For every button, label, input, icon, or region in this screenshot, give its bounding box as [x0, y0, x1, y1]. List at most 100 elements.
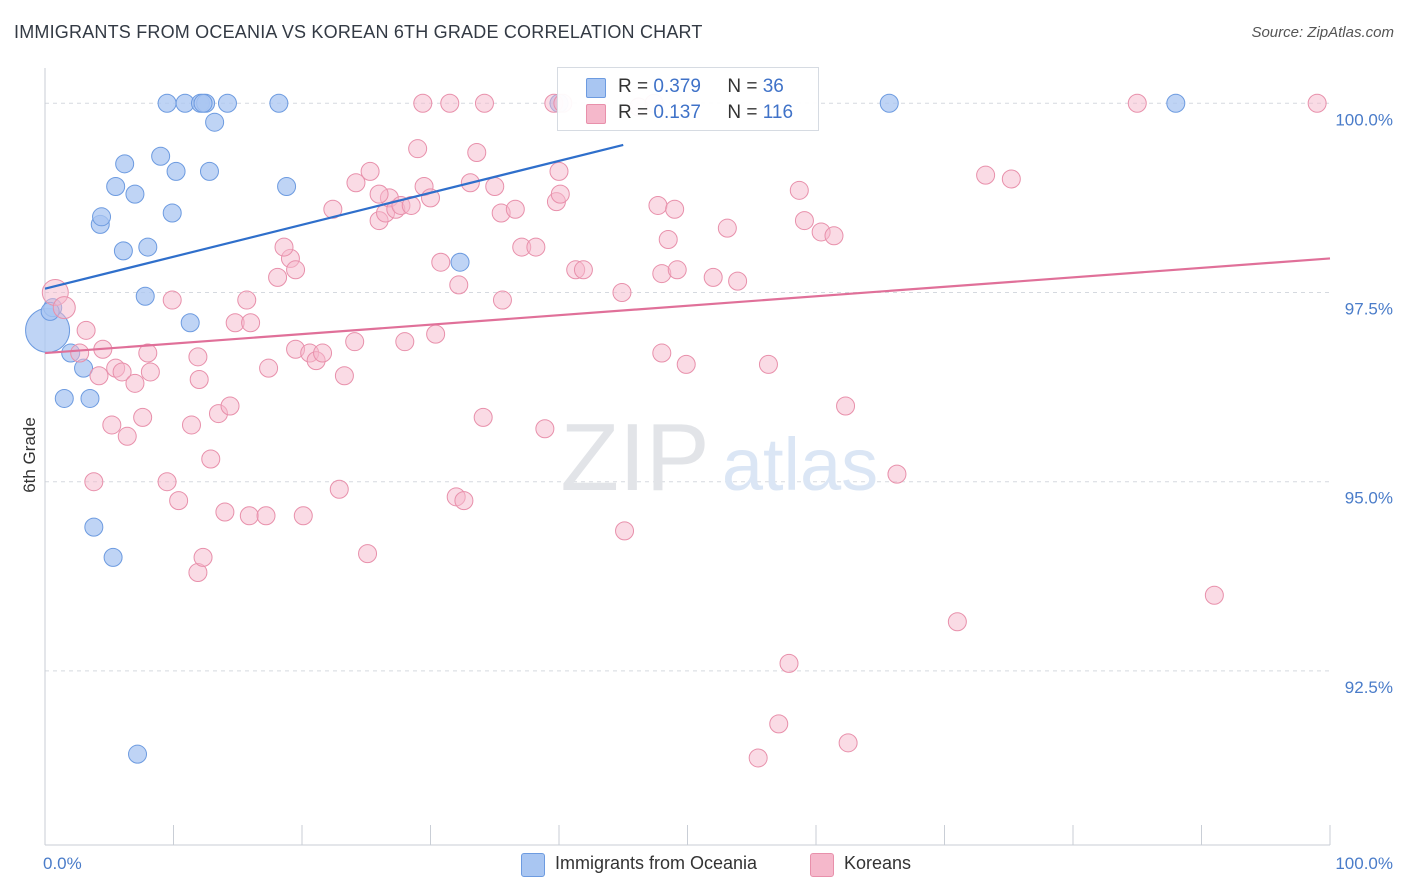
koreans-point — [779, 653, 799, 673]
koreans-point — [256, 506, 276, 526]
koreans-point — [84, 472, 104, 492]
koreans-point — [293, 506, 313, 526]
legend-swatch-koreans — [586, 104, 606, 124]
koreans-point — [748, 748, 768, 768]
koreans-point — [138, 343, 158, 363]
koreans-point — [652, 343, 672, 363]
oceania-point — [103, 547, 123, 567]
koreans-point — [89, 366, 109, 386]
koreans-point — [440, 93, 460, 113]
y-axis-label: 6th Grade — [20, 417, 39, 493]
koreans-point — [550, 184, 570, 204]
x-tick-label-max: 100.0% — [1335, 854, 1393, 873]
axes — [44, 68, 1331, 846]
koreans-point — [526, 237, 546, 257]
chart-title: IMMIGRANTS FROM OCEANIA VS KOREAN 6TH GR… — [14, 22, 703, 42]
koreans-point — [887, 464, 907, 484]
oceania-point — [54, 388, 74, 408]
oceania-point — [92, 207, 112, 227]
watermark-zip: ZIP — [560, 404, 709, 511]
oceania-point — [879, 93, 899, 113]
koreans-point — [1307, 93, 1327, 113]
legend-label-oceania: Immigrants from Oceania — [555, 853, 758, 873]
koreans-point — [573, 260, 593, 280]
watermark-atlas: atlas — [722, 423, 878, 506]
oceania-point — [199, 161, 219, 181]
koreans-point — [334, 366, 354, 386]
koreans-point — [1001, 169, 1021, 189]
koreans-point — [395, 332, 415, 352]
oceania-point — [193, 93, 213, 113]
oceania-point — [157, 93, 177, 113]
oceania-point — [162, 203, 182, 223]
koreans-point — [658, 230, 678, 250]
koreans-point — [401, 195, 421, 215]
koreans-point — [667, 260, 687, 280]
oceania-point — [450, 252, 470, 272]
legend-swatch-oceania — [586, 78, 606, 98]
koreans-point — [758, 354, 778, 374]
koreans-point — [259, 358, 279, 378]
oceania-point — [135, 286, 155, 306]
koreans-point — [717, 218, 737, 238]
koreans-point — [535, 419, 555, 439]
legend-r-value-koreans: 0.137 — [653, 102, 701, 123]
legend-n-value-oceania: 36 — [762, 76, 784, 97]
series-legend: Immigrants from Oceania Koreans — [0, 852, 1406, 878]
oceania-trend-line — [44, 143, 624, 290]
legend-swatch-oceania — [521, 853, 545, 877]
koreans-point — [286, 260, 306, 280]
legend-label-koreans: Koreans — [844, 853, 912, 873]
koreans-point — [239, 506, 259, 526]
koreans-point — [473, 407, 493, 427]
legend-r-value-oceania: 0.379 — [653, 76, 701, 97]
oceania-point — [277, 177, 297, 197]
grid-lines — [45, 102, 1330, 672]
koreans-point — [125, 373, 145, 393]
koreans-point — [313, 343, 333, 363]
koreans-point — [346, 173, 366, 193]
oceania-point — [106, 177, 126, 197]
trend-lines — [44, 143, 1331, 355]
koreans-point — [413, 93, 433, 113]
oceania-point — [205, 112, 225, 132]
koreans-point — [133, 407, 153, 427]
koreans-point — [838, 733, 858, 753]
axis-labels: 92.5% 95.0% 97.5% 100.0% 0.0% 100.0% 6th Grade — [20, 110, 1393, 873]
oceania-point — [151, 146, 171, 166]
koreans-point — [188, 347, 208, 367]
x-tick-label-min: 0.0% — [43, 854, 82, 873]
koreans-point — [117, 426, 137, 446]
koreans-point — [181, 415, 201, 435]
koreans-point — [431, 252, 451, 272]
y-tick-label: 100.0% — [1335, 110, 1393, 129]
oceania-point — [166, 161, 186, 181]
koreans-point — [676, 354, 696, 374]
legend-r-label: R = — [618, 102, 649, 123]
koreans-point — [549, 161, 569, 181]
koreans-point — [162, 290, 182, 310]
koreans-point — [169, 491, 189, 511]
koreans-point — [426, 324, 446, 344]
koreans-point — [268, 267, 288, 287]
koreans-point — [665, 199, 685, 219]
oceania-point — [113, 241, 133, 261]
legend-n-value-koreans: 116 — [762, 102, 794, 123]
oceania-point — [80, 388, 100, 408]
koreans-point — [102, 415, 122, 435]
koreans-point — [345, 332, 365, 352]
koreans-point — [449, 275, 469, 295]
koreans-point — [485, 177, 505, 197]
legend-swatch-koreans — [810, 853, 834, 877]
koreans-point — [201, 449, 221, 469]
correlation-legend: R = 0.379 N = 36 R = 0.137 N = 116 — [557, 67, 819, 131]
koreans-point — [329, 479, 349, 499]
watermark: ZIP atlas — [560, 404, 878, 511]
koreans-point — [220, 396, 240, 416]
koreans-point — [1204, 585, 1224, 605]
koreans-point — [648, 195, 668, 215]
koreans-point — [369, 184, 389, 204]
koreans-point — [769, 714, 789, 734]
koreans-point — [615, 521, 635, 541]
